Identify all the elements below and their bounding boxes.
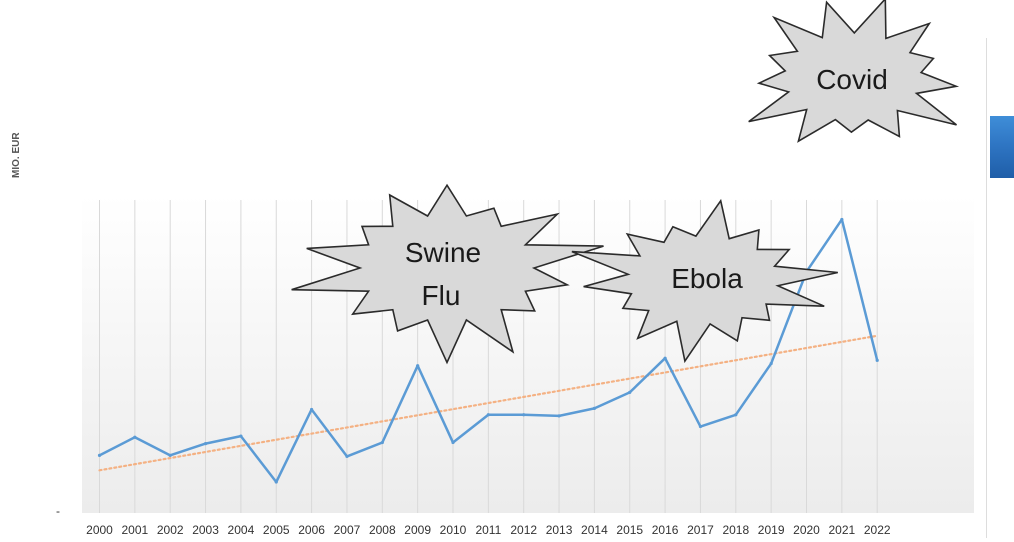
- callout-label: Swine: [405, 237, 481, 268]
- series: [97, 217, 879, 484]
- data-point: [628, 390, 632, 394]
- x-tick-label: 2016: [652, 523, 679, 537]
- x-tick-label: 2012: [510, 523, 537, 537]
- explosion-callout: [748, 0, 960, 143]
- data-point: [310, 407, 314, 412]
- data-point: [875, 358, 879, 362]
- data-point: [522, 413, 526, 417]
- panel-divider: [986, 38, 987, 538]
- callout-label: Covid: [816, 64, 888, 95]
- annotations: Swine Flu Ebola Covid: [291, 0, 960, 365]
- x-axis-ticks: 2000 2001 2002 2003 2004 2005 2006 2007 2008 2009…: [86, 523, 891, 537]
- data-point: [557, 414, 561, 418]
- x-tick-label: 2001: [121, 523, 148, 537]
- data-point: [203, 442, 208, 446]
- data-point: [133, 435, 137, 439]
- y-axis-title: MIO. EUR: [11, 132, 22, 178]
- data-point: [416, 364, 420, 368]
- x-tick-label: 2015: [616, 523, 643, 537]
- x-tick-label: 2004: [228, 523, 255, 537]
- trendline-path: [98, 334, 879, 472]
- x-tick-label: 2019: [758, 523, 785, 537]
- data-point: [97, 453, 102, 457]
- data-point: [769, 361, 773, 366]
- x-tick-label: 2021: [828, 523, 855, 537]
- x-tick-label: 2010: [440, 523, 467, 537]
- callout-label: Flu: [422, 280, 461, 311]
- data-point: [168, 453, 172, 457]
- x-tick-label: 2006: [298, 523, 325, 537]
- data-point: [239, 434, 243, 438]
- side-tab[interactable]: [990, 116, 1014, 178]
- data-point: [592, 406, 597, 410]
- x-tick-label: 2005: [263, 523, 290, 537]
- explosion-callout: [291, 183, 604, 365]
- x-tick-label: 2018: [722, 523, 749, 537]
- explosion-callout: [571, 198, 838, 364]
- data-point: [840, 217, 844, 222]
- trendline: [98, 334, 879, 472]
- x-tick-label: 2022: [864, 523, 891, 537]
- data-point: [663, 356, 667, 360]
- x-tick-label: 2017: [687, 523, 714, 537]
- x-tick-label: 2020: [793, 523, 820, 537]
- x-tick-label: 2014: [581, 523, 608, 537]
- x-tick-label: 2002: [157, 523, 184, 537]
- y-zero-tick: -: [56, 504, 60, 518]
- data-point: [734, 413, 738, 417]
- x-tick-label: 2000: [86, 523, 113, 537]
- data-point: [345, 454, 349, 459]
- x-tick-label: 2009: [404, 523, 431, 537]
- x-tick-label: 2007: [334, 523, 361, 537]
- x-tick-label: 2008: [369, 523, 396, 537]
- x-tick-label: 2013: [546, 523, 573, 537]
- data-point: [380, 440, 384, 445]
- data-point: [486, 413, 490, 417]
- data-point: [698, 424, 703, 429]
- x-tick-label: 2003: [192, 523, 219, 537]
- data-point: [451, 440, 455, 445]
- data-point: [274, 480, 278, 484]
- callout-label: Ebola: [671, 263, 743, 294]
- x-tick-label: 2011: [475, 523, 501, 537]
